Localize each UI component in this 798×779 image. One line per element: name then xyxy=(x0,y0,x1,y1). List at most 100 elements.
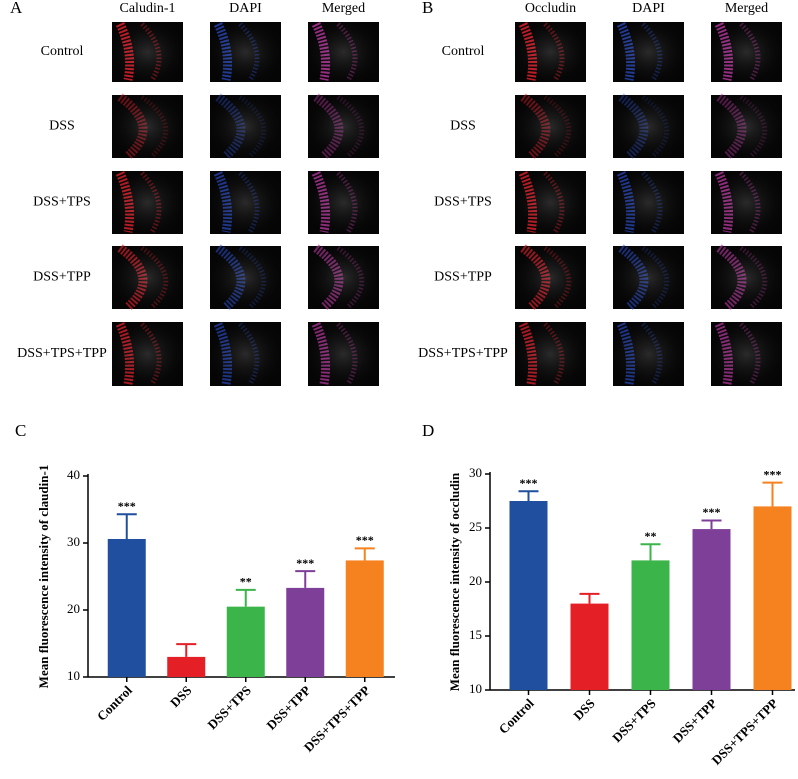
bar xyxy=(286,587,325,677)
micrograph xyxy=(711,171,782,234)
micrograph xyxy=(210,93,281,160)
image-glow xyxy=(210,322,281,386)
micrograph xyxy=(210,171,281,234)
panel-label: C xyxy=(15,421,26,440)
image-glow xyxy=(112,22,183,82)
significance-label: *** xyxy=(356,533,374,547)
micrograph xyxy=(613,322,684,386)
x-tick-label: DSS+TPS xyxy=(609,696,659,746)
micrograph xyxy=(613,171,684,234)
column-header: Caludin-1 xyxy=(120,1,176,16)
image-glow xyxy=(711,171,782,234)
image-glow xyxy=(515,22,586,82)
row-label: DSS+TPS xyxy=(33,195,91,210)
micrograph xyxy=(210,322,281,386)
micrograph xyxy=(515,171,586,234)
significance-label: ** xyxy=(240,575,252,589)
image-glow xyxy=(515,171,586,234)
image-glow xyxy=(210,246,281,309)
y-tick-label: 30 xyxy=(67,534,80,549)
micrograph xyxy=(112,22,183,82)
micrograph xyxy=(711,322,782,386)
panel-label: A xyxy=(10,0,23,17)
x-tick-label: DSS xyxy=(167,683,194,710)
bar xyxy=(167,656,206,677)
x-tick-label: DSS+TPS xyxy=(204,683,254,733)
significance-label: *** xyxy=(764,467,782,481)
image-glow xyxy=(711,246,782,309)
image-glow xyxy=(112,171,183,234)
image-glow xyxy=(613,322,684,386)
x-tick-label: DSS xyxy=(570,696,597,723)
image-glow xyxy=(308,95,379,158)
image-glow xyxy=(515,322,586,386)
micrograph xyxy=(210,22,281,82)
significance-label: *** xyxy=(703,505,721,519)
y-tick-label: 30 xyxy=(469,465,482,480)
column-header: Merged xyxy=(725,1,768,16)
image-glow xyxy=(711,322,782,386)
image-glow xyxy=(210,22,281,82)
image-glow xyxy=(613,171,684,234)
row-label: DSS+TPS+TPP xyxy=(418,346,508,361)
row-label: DSS+TPP xyxy=(434,270,492,285)
y-tick-label: 20 xyxy=(469,573,482,588)
image-glow xyxy=(515,246,586,309)
y-axis-label: Mean fluorescence intensity of occludin xyxy=(447,472,462,691)
micrograph xyxy=(210,244,281,311)
micrograph xyxy=(711,93,782,160)
micrograph xyxy=(613,22,684,82)
y-tick-label: 10 xyxy=(67,668,80,683)
image-glow xyxy=(308,246,379,309)
micrograph xyxy=(711,22,782,82)
micrograph xyxy=(613,93,684,160)
column-header: Occludin xyxy=(525,1,576,16)
image-glow xyxy=(210,95,281,158)
image-glow xyxy=(210,171,281,234)
row-label: DSS+TPS+TPP xyxy=(17,346,107,361)
image-glow xyxy=(112,246,183,309)
x-tick-label: DSS+TPP xyxy=(263,683,313,733)
column-header: Merged xyxy=(322,1,365,16)
y-tick-label: 10 xyxy=(469,681,482,696)
image-glow xyxy=(613,95,684,158)
micrograph xyxy=(711,244,782,311)
significance-label: *** xyxy=(520,476,538,490)
micrograph xyxy=(515,93,586,160)
significance-label: *** xyxy=(296,556,314,570)
bar xyxy=(570,603,609,690)
significance-label: *** xyxy=(118,499,136,513)
image-glow xyxy=(308,322,379,386)
row-label: DSS+TPS xyxy=(434,195,492,210)
micrograph xyxy=(308,93,379,160)
image-glow xyxy=(613,22,684,82)
y-axis-label: Mean fluorescence intensity of claudin-1 xyxy=(36,465,51,689)
micrograph xyxy=(515,22,586,82)
y-tick-label: 40 xyxy=(67,467,80,482)
micrograph xyxy=(308,322,379,386)
micrograph xyxy=(308,22,379,82)
micrograph xyxy=(112,93,183,160)
micrograph xyxy=(613,244,684,311)
x-tick-label: Control xyxy=(94,682,135,723)
micrograph xyxy=(515,322,586,386)
bar xyxy=(226,606,265,677)
column-header: DAPI xyxy=(229,1,262,16)
image-glow xyxy=(711,95,782,158)
column-header: DAPI xyxy=(632,1,665,16)
micrograph xyxy=(515,244,586,311)
micrograph xyxy=(308,171,379,234)
x-tick-label: DSS+TPP xyxy=(670,696,720,746)
image-glow xyxy=(711,22,782,82)
image-glow xyxy=(308,22,379,82)
x-tick-label: Control xyxy=(496,695,537,736)
image-glow xyxy=(112,95,183,158)
row-label: Control xyxy=(442,44,485,59)
y-tick-label: 20 xyxy=(67,601,80,616)
micrograph xyxy=(112,244,183,311)
bar xyxy=(631,560,670,690)
image-glow xyxy=(613,246,684,309)
panel-label: B xyxy=(422,0,433,17)
row-label: Control xyxy=(41,44,84,59)
